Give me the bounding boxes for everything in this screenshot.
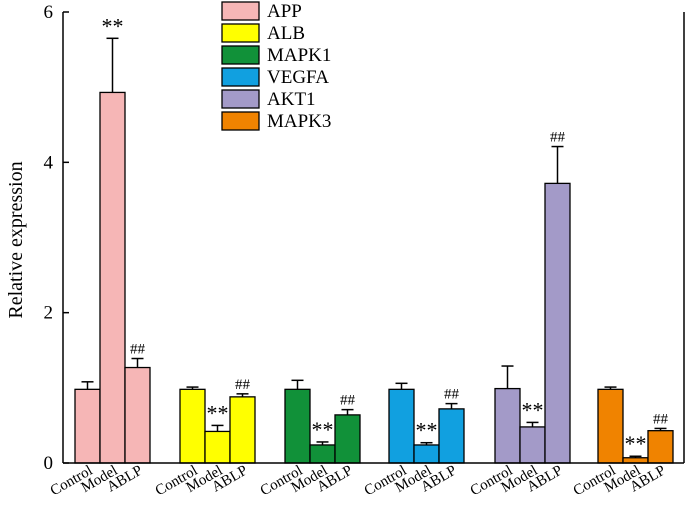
significance-stars: **: [102, 13, 124, 38]
bar-app-control: [74, 388, 101, 464]
legend-label: MAPK3: [267, 111, 331, 132]
legend-item-app: APP: [221, 1, 302, 22]
bar-app-ablp: [124, 366, 151, 464]
y-tick-label: 2: [44, 303, 54, 324]
bar-mapk1-model: [309, 444, 336, 464]
legend-item-mapk3: MAPK3: [221, 111, 331, 132]
significance-hashes: ##: [653, 411, 669, 427]
bar-group-akt1: Control**Model##ABLP: [468, 130, 571, 499]
significance-stars: **: [625, 431, 647, 456]
legend-label: VEGFA: [267, 67, 329, 88]
bar-vegfa-control: [388, 388, 415, 464]
legend-item-mapk1: MAPK1: [221, 45, 331, 66]
bar-mapk3-ablp: [647, 430, 674, 464]
significance-hashes: ##: [444, 387, 460, 403]
significance-stars: **: [312, 417, 334, 442]
significance-hashes: ##: [340, 393, 356, 409]
significance-stars: **: [207, 400, 229, 425]
y-tick-label: 4: [44, 152, 54, 173]
bar-alb-model: [204, 430, 231, 464]
y-tick-label: 0: [44, 453, 54, 474]
y-axis: 0 2 4 6: [44, 2, 685, 474]
legend-swatch: [221, 23, 260, 43]
bar-mapk1-control: [284, 388, 311, 464]
legend-label: AKT1: [267, 89, 316, 110]
bar-group-mapk1: Control**Model##ABLP: [258, 379, 361, 499]
legend-swatch: [221, 45, 260, 65]
bar-alb-ablp: [229, 396, 256, 464]
significance-stars: **: [522, 397, 544, 422]
bar-vegfa-ablp: [438, 408, 465, 464]
legend-item-alb: ALB: [221, 23, 305, 44]
bar-group-alb: Control**Model##ABLP: [153, 377, 256, 499]
legend-item-akt1: AKT1: [221, 89, 316, 110]
legend-swatch: [221, 1, 260, 21]
y-tick-label: 6: [44, 2, 54, 23]
legend-label: APP: [267, 1, 302, 22]
significance-hashes: ##: [130, 342, 146, 358]
significance-stars: **: [416, 418, 438, 443]
legend-swatch: [221, 111, 260, 131]
legend-label: MAPK1: [267, 45, 331, 66]
bar-mapk1-ablp: [334, 414, 361, 464]
bar-akt1-ablp: [544, 182, 571, 464]
bar-group-vegfa: Control**Model##ABLP: [362, 382, 465, 499]
bar-akt1-control: [494, 387, 521, 464]
bar-alb-control: [179, 388, 206, 464]
bar-mapk3-model: [622, 457, 649, 464]
bar-groups: Control**Model##ABLP Control**Model##ABLP…: [48, 13, 674, 499]
legend-item-vegfa: VEGFA: [221, 67, 329, 88]
bar-vegfa-model: [413, 444, 440, 464]
legend-swatch: [221, 67, 260, 87]
significance-hashes: ##: [550, 130, 566, 146]
y-axis-label: Relative expression: [5, 161, 27, 318]
bar-app-model: [99, 91, 126, 464]
bar-mapk3-control: [597, 388, 624, 464]
bar-group-mapk3: Control**Model##ABLP: [571, 386, 674, 499]
significance-hashes: ##: [235, 377, 251, 393]
legend-swatch: [221, 89, 260, 109]
legend-label: ALB: [267, 23, 305, 44]
bar-akt1-model: [519, 426, 546, 464]
